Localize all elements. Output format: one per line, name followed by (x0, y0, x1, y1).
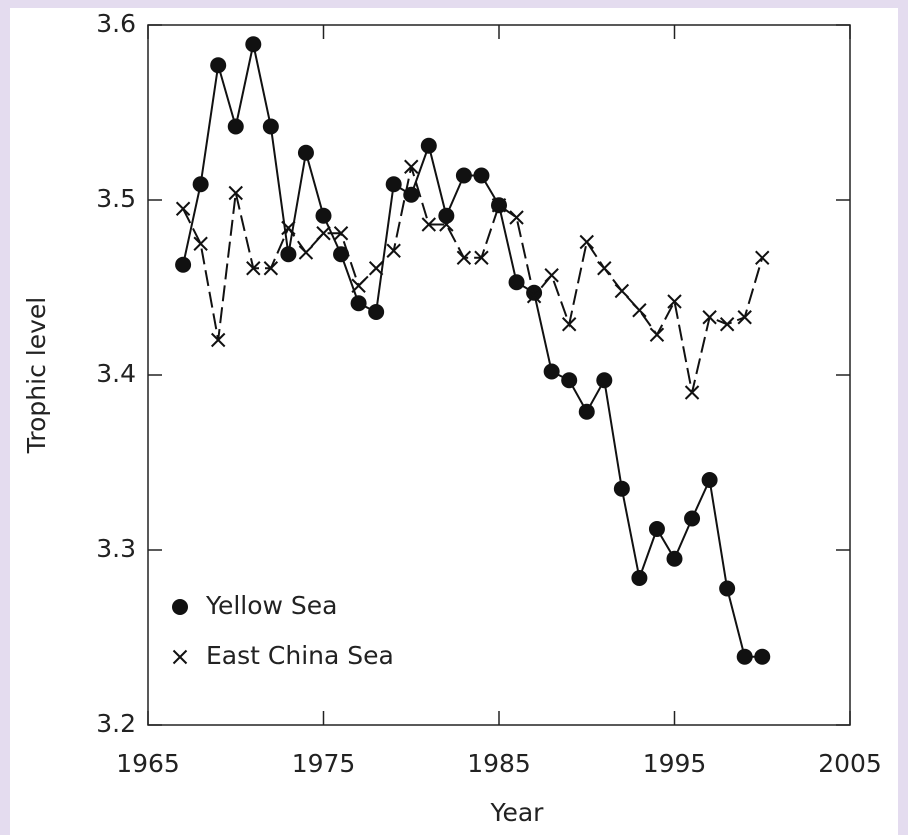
point (227, 118, 244, 135)
point (596, 372, 613, 389)
series-line (182, 44, 763, 658)
point (351, 278, 366, 293)
x-tick-label: 1985 (467, 749, 531, 778)
point (508, 274, 525, 291)
point (263, 261, 279, 276)
x-tick-label: 1965 (116, 749, 180, 778)
point (210, 57, 227, 74)
point (333, 226, 349, 241)
legend-label: Yellow Sea (205, 591, 337, 620)
legend-marker (172, 599, 188, 615)
point (684, 510, 701, 527)
point (667, 294, 682, 309)
point (543, 363, 560, 380)
point (455, 167, 472, 184)
point (281, 220, 296, 236)
point (561, 372, 578, 389)
point (579, 234, 594, 250)
point (754, 648, 771, 665)
point (702, 310, 717, 325)
point (456, 250, 472, 265)
point (404, 159, 419, 174)
point (333, 246, 350, 263)
point (649, 327, 665, 342)
point (632, 303, 647, 318)
point (228, 185, 243, 201)
point (491, 198, 507, 213)
y-tick-label: 3.3 (96, 534, 136, 563)
point (210, 332, 226, 348)
point (473, 167, 490, 184)
point (386, 243, 401, 258)
y-tick-label: 3.4 (96, 359, 136, 388)
series-line (182, 166, 764, 393)
point (245, 36, 262, 53)
point (246, 261, 261, 276)
point (280, 246, 297, 263)
point (368, 261, 384, 276)
point (193, 236, 208, 251)
point (316, 226, 331, 241)
point (614, 283, 630, 299)
y-tick-label: 3.6 (96, 9, 136, 38)
point (420, 137, 437, 154)
point (175, 256, 192, 273)
point (297, 144, 314, 161)
legend-marker (172, 649, 188, 665)
point (736, 648, 753, 665)
panel (10, 8, 898, 835)
point (737, 310, 752, 325)
y-tick-label: 3.2 (96, 709, 136, 738)
point (755, 250, 770, 265)
point (648, 521, 665, 537)
point (368, 304, 385, 320)
x-tick-label: 2005 (818, 749, 882, 778)
x-axis-label: Year (490, 798, 545, 827)
x-tick-label: 1995 (643, 749, 707, 778)
point (262, 118, 279, 135)
point (578, 403, 595, 420)
point (613, 480, 630, 497)
point (666, 550, 683, 567)
point (298, 245, 314, 260)
point (544, 268, 559, 283)
point (474, 250, 489, 265)
point (719, 580, 736, 597)
point (385, 176, 402, 193)
point (509, 210, 524, 225)
point (175, 201, 191, 216)
point (631, 570, 648, 586)
point (719, 317, 735, 332)
y-axis-label: Trophic level (22, 297, 51, 454)
point (439, 217, 454, 232)
point (561, 317, 577, 332)
point (526, 289, 542, 304)
point (315, 207, 332, 224)
y-tick-label: 3.5 (96, 184, 136, 213)
legend-label: East China Sea (206, 641, 394, 670)
point (438, 207, 455, 224)
point (350, 295, 367, 312)
point (701, 472, 718, 488)
point (192, 176, 209, 193)
point (684, 385, 700, 400)
point (421, 217, 437, 232)
point (597, 261, 612, 276)
x-tick-label: 1975 (292, 749, 356, 778)
